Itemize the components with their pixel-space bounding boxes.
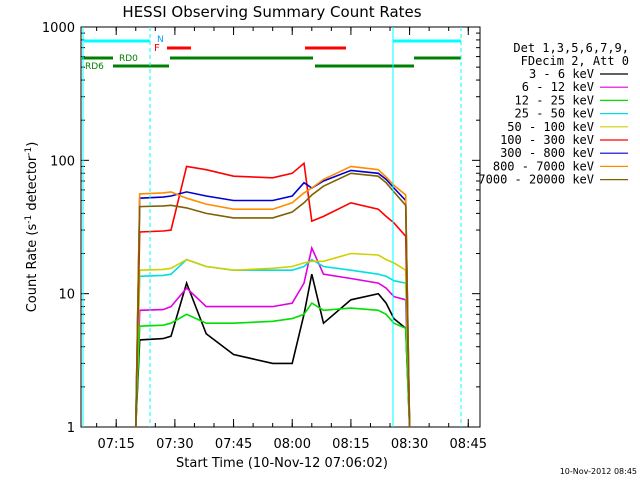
x-tick-label: 08:45 (450, 437, 487, 452)
x-tick-label: 08:15 (332, 437, 369, 452)
y-axis-label-sup1: -1 (24, 215, 34, 224)
y-tick-label: 10 (58, 288, 75, 303)
flag-label-f: F (154, 43, 160, 54)
x-axis-label: Start Time (10-Nov-12 07:06:02) (176, 456, 388, 471)
x-tick-label: 08:00 (274, 437, 311, 452)
y-axis-label-end: ) (25, 142, 40, 147)
legend-label: 25 - 50 keV (515, 107, 594, 121)
y-axis-label-mid: detector (25, 155, 40, 215)
series-line-2 (134, 302, 411, 428)
flags-group: N F RD0 RD6 (82, 27, 462, 427)
x-axis: 07:15 07:30 07:45 08:00 08:15 08:30 08:45 (96, 27, 487, 452)
legend-label: 300 - 800 keV (500, 146, 594, 160)
y-axis: 1 10 100 1000 (42, 21, 480, 436)
y-axis-label-sup2: -1 (24, 147, 34, 156)
legend-label: 12 - 25 keV (515, 93, 594, 107)
flag-label-rd0: RD0 (119, 54, 138, 64)
legend-label: 800 - 7000 keV (493, 159, 594, 173)
flag-label-n: N (157, 35, 164, 45)
legend-label: 100 - 300 keV (500, 133, 594, 147)
chart-title: HESSI Observing Summary Count Rates (122, 3, 421, 21)
y-tick-label: 100 (50, 154, 75, 169)
x-tick-label: 07:15 (97, 437, 134, 452)
series-line-8 (134, 172, 411, 428)
timestamp: 10-Nov-2012 08:45 (560, 467, 637, 476)
series-line-5 (134, 161, 411, 428)
series-group (134, 161, 411, 428)
legend: Det 1,3,5,6,7,9, FDecim 2, Att 0 3 - 6 k… (478, 41, 629, 187)
y-tick-label: 1 (67, 421, 75, 436)
series-line-3 (134, 258, 411, 428)
legend-header-line-1: Det 1,3,5,6,7,9, (513, 41, 629, 55)
x-tick-label: 07:45 (215, 437, 252, 452)
series-line-6 (134, 169, 411, 428)
series-line-4 (134, 252, 411, 428)
legend-header-line-2: FDecim 2, Att 0 (521, 54, 629, 68)
legend-label: 7000 - 20000 keV (478, 173, 594, 187)
series-line-0 (134, 274, 411, 428)
series-line-1 (134, 245, 411, 428)
x-tick-label: 07:30 (156, 437, 193, 452)
y-axis-label-main: Count Rate (s (25, 224, 40, 313)
legend-label: 3 - 6 keV (529, 67, 594, 81)
legend-label: 50 - 100 keV (507, 120, 594, 134)
plot-frame (80, 26, 481, 428)
series-line-7 (134, 165, 411, 428)
legend-label: 6 - 12 keV (522, 80, 594, 94)
y-tick-label: 1000 (42, 21, 75, 36)
x-tick-label: 08:30 (391, 437, 428, 452)
y-axis-label: Count Rate (s-1 detector-1) (24, 142, 40, 313)
flag-label-rd6: RD6 (85, 62, 104, 72)
